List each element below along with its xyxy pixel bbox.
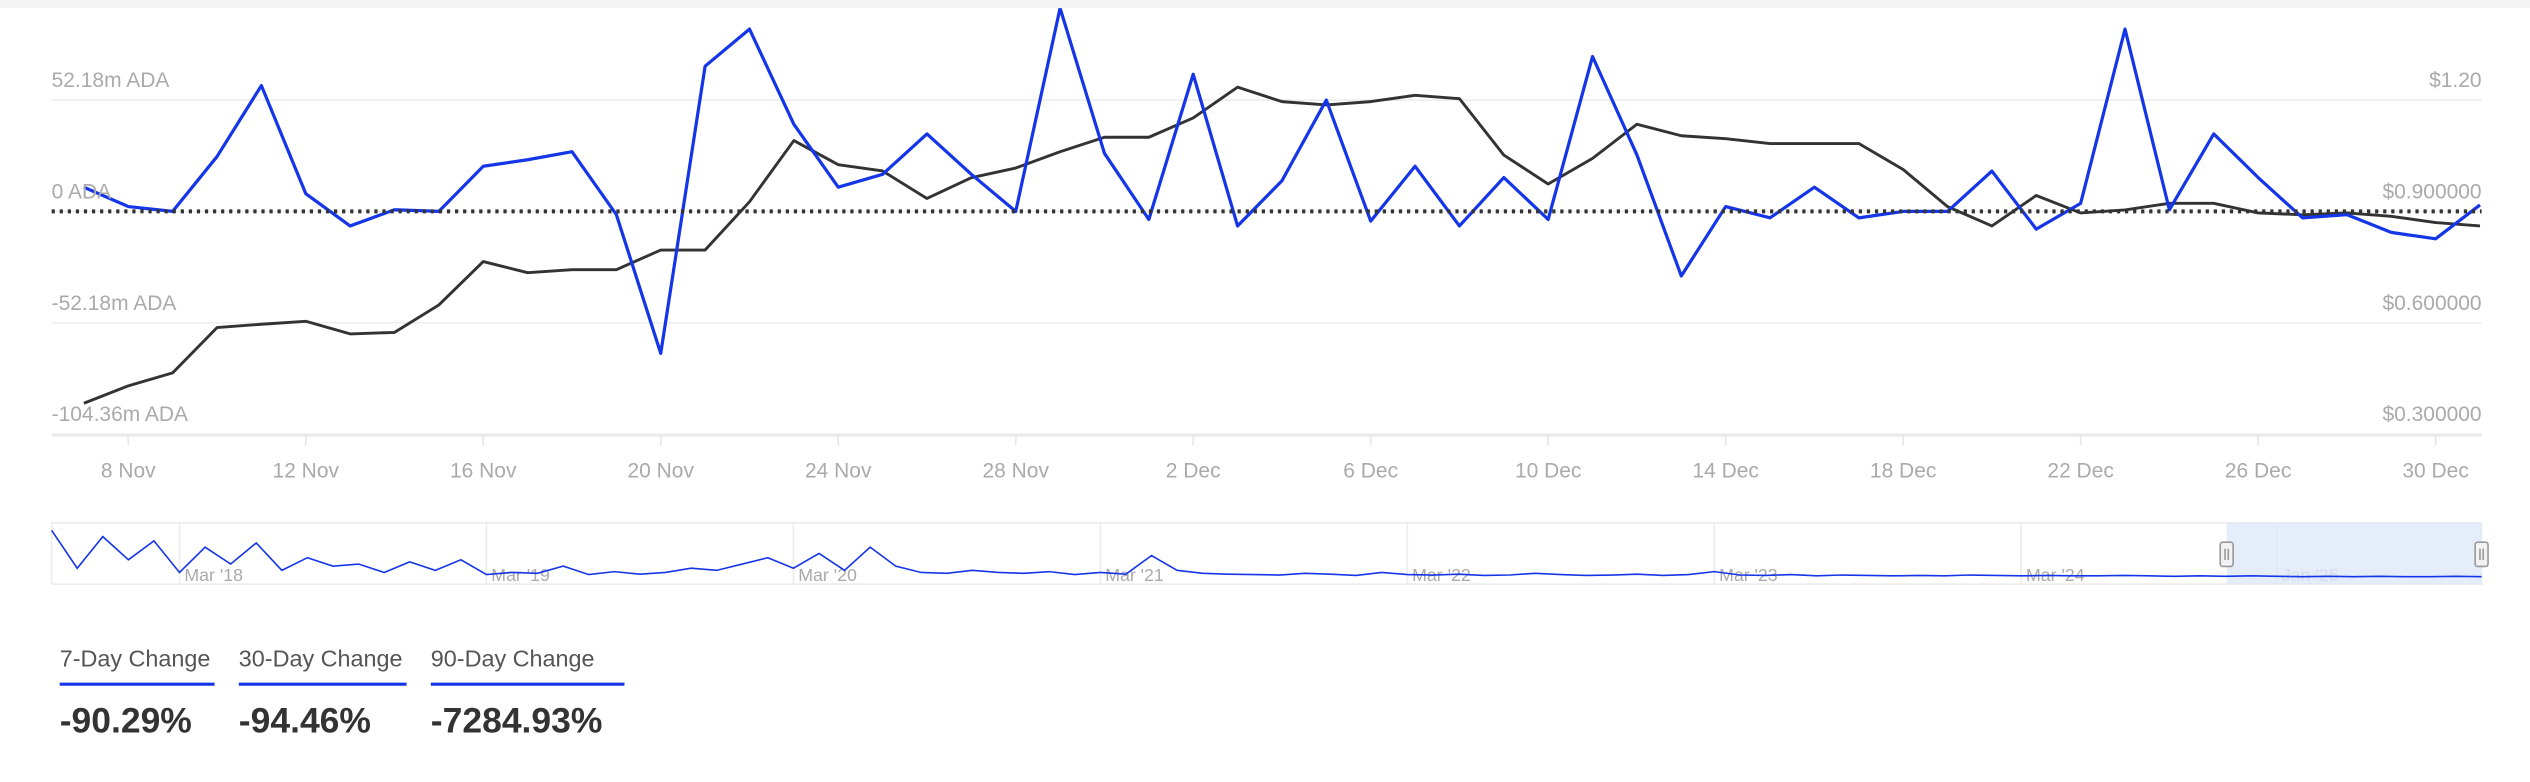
plot-area: [83, 8, 2481, 405]
navigator-label: Mar '18: [184, 565, 243, 585]
x-tick-label: 20 Nov: [628, 460, 695, 483]
x-tick-label: 26 Dec: [2225, 460, 2291, 483]
stat-value: -7284.93%: [431, 701, 603, 741]
x-tick-label: 16 Nov: [450, 460, 517, 483]
stat-label[interactable]: 30-Day Change: [239, 645, 403, 671]
x-tick-label: 28 Nov: [982, 460, 1049, 483]
x-tick-label: 14 Dec: [1692, 460, 1758, 483]
navigator-frame: [50, 522, 2483, 585]
series-line: [83, 8, 2481, 356]
y2-tick-label: $0.600000: [2382, 292, 2481, 315]
navigator-label: Mar '19: [491, 565, 550, 585]
y2-tick-label: $1.20: [2429, 69, 2481, 92]
stat-label[interactable]: 90-Day Change: [431, 645, 595, 671]
series-line: [83, 85, 2481, 405]
y-tick-label: 0 ADA: [52, 181, 111, 204]
navigator-selection[interactable]: [2226, 522, 2482, 585]
x-tick-label: 2 Dec: [1166, 460, 1221, 483]
y-tick-label: -52.18m ADA: [52, 292, 177, 315]
stat-value: -94.46%: [239, 701, 371, 741]
navigator-label: Mar '21: [1105, 565, 1164, 585]
navigator-handle[interactable]: [2219, 541, 2234, 568]
x-tick-label: 10 Dec: [1515, 460, 1581, 483]
navigator-label: Mar '20: [798, 565, 857, 585]
x-tick-label: 18 Dec: [1870, 460, 1936, 483]
y-tick-label: 52.18m ADA: [52, 69, 170, 92]
y2-tick-label: $0.900000: [2382, 181, 2481, 204]
x-tick-label: 6 Dec: [1343, 460, 1398, 483]
x-tick-label: 8 Nov: [101, 460, 156, 483]
navigator-line: [50, 529, 2482, 578]
navigator[interactable]: Mar '18 Mar '19 Mar '20 Mar '21 Mar '22 Mar '…: [50, 522, 2489, 585]
stats: 7-Day Change -90.29% 30-Day Change -94.46% 9…: [60, 645, 625, 741]
axes: $0.300000 $0.600000 $0.900000 $1.20 -104.36m…: [52, 69, 2482, 483]
x-tick-label: 12 Nov: [273, 460, 340, 483]
x-tick-label: 30 Dec: [2402, 460, 2468, 483]
y-tick-label: -104.36m ADA: [52, 403, 188, 426]
y2-tick-label: $0.300000: [2382, 403, 2481, 426]
top-band: [0, 0, 2530, 9]
x-tick-label: 22 Dec: [2047, 460, 2113, 483]
stat-label[interactable]: 7-Day Change: [60, 645, 211, 671]
x-tick-label: 24 Nov: [805, 460, 872, 483]
navigator-handle[interactable]: [2474, 541, 2489, 568]
stat-value: -90.29%: [60, 701, 192, 741]
grid: [51, 99, 2482, 437]
